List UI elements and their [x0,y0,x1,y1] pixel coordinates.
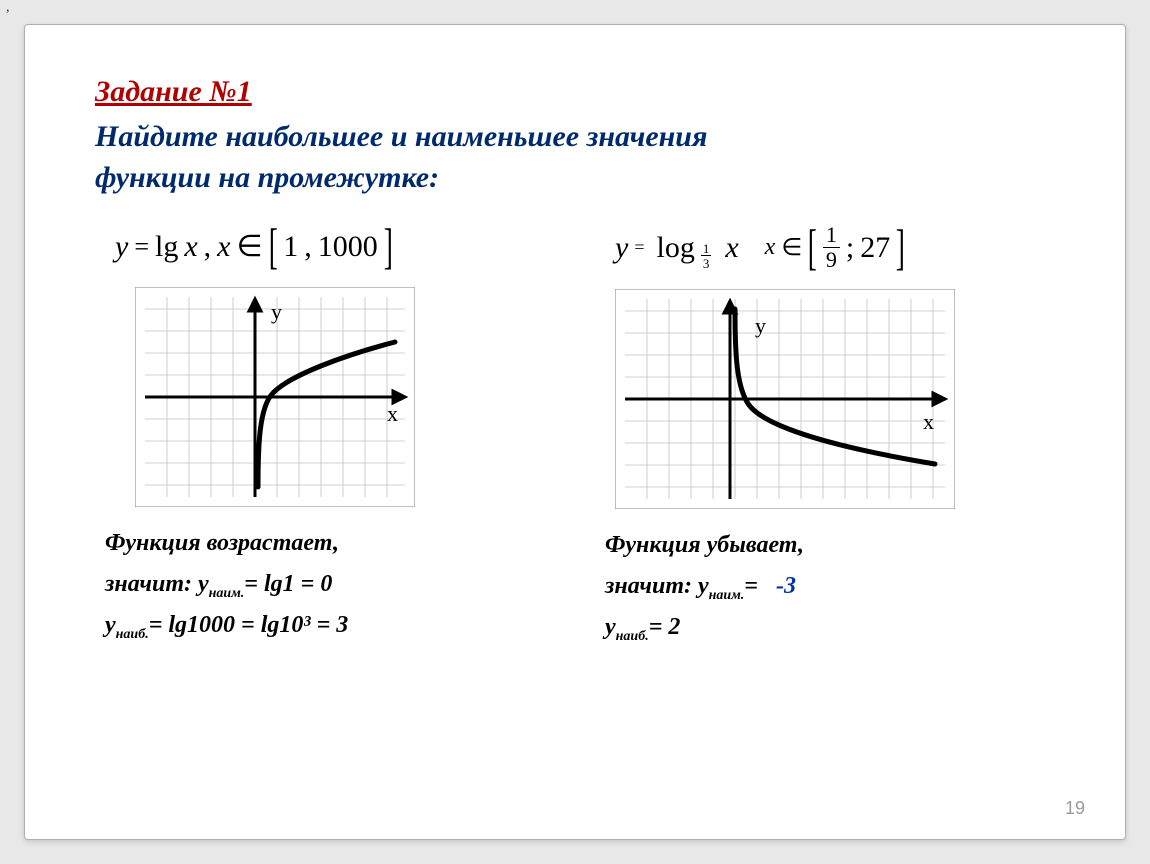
interval-frac: 1 9 [823,224,840,271]
caption-line-1: Функция возрастает, [105,523,348,564]
page-number: 19 [1065,798,1085,819]
subscript: наиб. [616,629,649,644]
task-subtitle: Найдите наибольшее и наименьшее значения… [95,117,1055,198]
base-num: 1 [701,242,712,256]
frac-den: 9 [826,248,837,271]
right-formula: y = log 1 3 x x ∈ [ 1 9 ; 27 ] [595,224,905,271]
text: = 2 [649,614,681,640]
caption-line-3: yнаиб.= 2 [605,607,804,649]
subscript: наим. [209,586,245,601]
x-axis-label: x [923,409,934,434]
arg-x: x [725,231,738,265]
frac-num: 1 [823,224,840,248]
bracket-left: [ [808,225,817,270]
subscript: наим. [709,588,745,603]
y-axis-label: y [755,313,766,338]
var-y: y [615,231,628,265]
left-captions: Функция возрастает, значит: yнаим.= lg1 … [95,523,348,647]
comma: , [798,532,804,558]
caption-line-2: значит: yнаим.= -3 [605,566,804,608]
interval-sep: ; [846,231,854,265]
subtitle-line-1: Найдите наибольшее и наименьшее значения [95,120,707,153]
var-x: x [217,230,230,264]
interval-a: 1 [283,230,298,264]
left-formula: y = lg x , x ∈ [ 1 , 1000 ] [95,224,392,269]
x-axis-label: x [387,401,398,426]
fn-log: log [656,231,694,265]
text: значит: y [105,571,209,597]
bracket-right: ] [384,224,393,269]
text: Функция убывает [605,532,798,558]
text: y [105,612,116,638]
text: значит: y [605,573,709,599]
left-graph: y x [135,287,415,507]
log-base: 1 3 [701,242,712,270]
subtitle-line-2: функции на промежутке: [95,161,439,194]
right-graph: y x [615,289,955,509]
base-den: 3 [703,256,710,270]
columns: y = lg x , x ∈ [ 1 , 1000 ] [95,224,1055,649]
text: y [605,614,616,640]
right-captions: Функция убывает, значит: yнаим.= -3 yнаи… [595,525,804,649]
y-axis-label: y [271,299,282,324]
text: = lg1000 = lg10³ = 3 [149,612,349,638]
bracket-left: [ [268,224,277,269]
right-column: y = log 1 3 x x ∈ [ 1 9 ; 27 ] [595,224,1055,649]
caption-line-2: значит: yнаим.= lg1 = 0 [105,564,348,606]
fn-lg: lg [155,230,178,264]
in-symbol: ∈ [781,233,802,262]
comma: , [333,530,339,556]
comma: , [204,230,212,264]
text: = lg1 = 0 [244,571,332,597]
subscript: наиб. [116,627,149,642]
left-column: y = lg x , x ∈ [ 1 , 1000 ] [95,224,555,649]
interval-b: 1000 [318,230,378,264]
equals: = [134,232,149,262]
equals: = [634,237,644,258]
var-y: y [115,230,128,264]
arg-x: x [184,230,197,264]
text: = [744,573,758,599]
slide: Задание №1 Найдите наибольшее и наименьш… [24,24,1126,840]
task-title: Задание №1 [95,75,1055,109]
answer-value: -3 [776,573,796,599]
bracket-right: ] [896,225,905,270]
interval-sep: , [304,230,312,264]
interval-b: 27 [860,231,890,265]
text: Функция возрастает [105,530,333,556]
caption-line-3: yнаиб.= lg1000 = lg10³ = 3 [105,605,348,647]
caption-line-1: Функция убывает, [605,525,804,566]
var-x: x [765,234,776,261]
corner-mark: , [6,0,10,16]
in-symbol: ∈ [237,229,263,264]
